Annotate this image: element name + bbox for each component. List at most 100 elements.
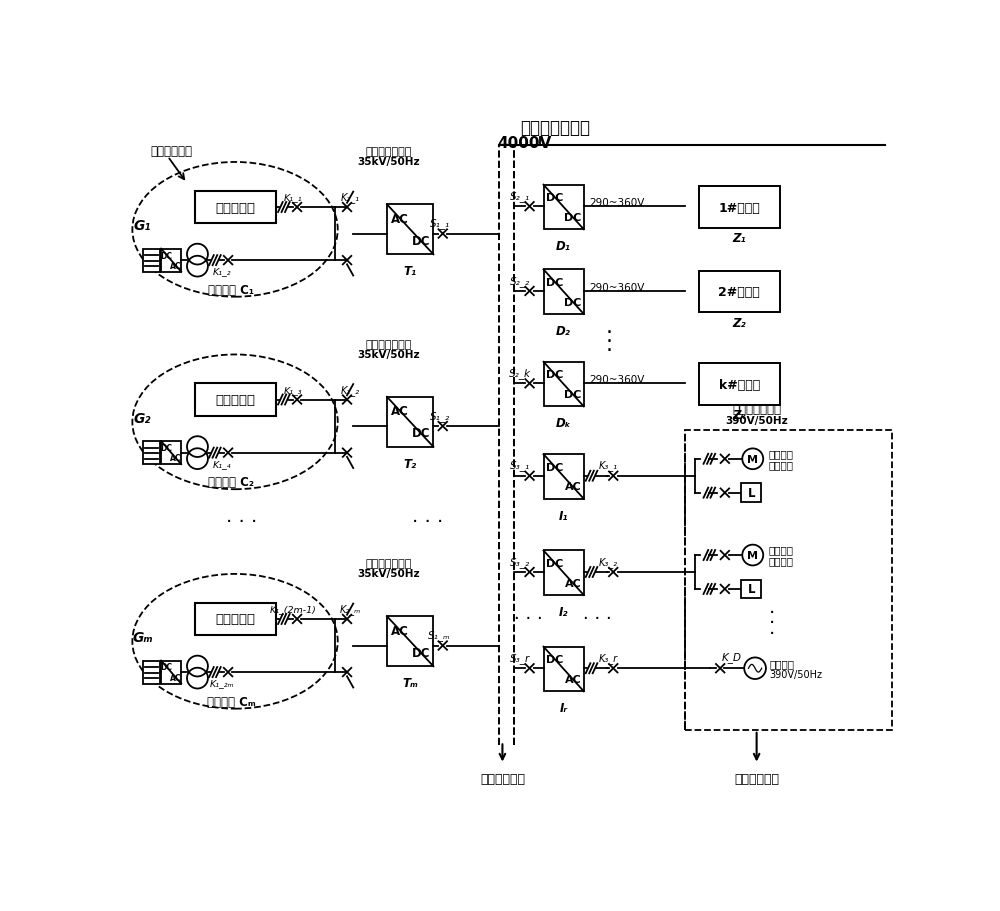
Text: T₁: T₁ xyxy=(404,265,417,278)
Bar xyxy=(143,442,160,465)
Text: · · ·: · · · xyxy=(226,513,257,532)
Text: 新能源场站: 新能源场站 xyxy=(215,201,255,214)
Text: K₂_₂: K₂_₂ xyxy=(341,384,360,395)
Text: 用电负载: 用电负载 xyxy=(768,556,793,566)
Bar xyxy=(387,397,433,447)
Text: K_D: K_D xyxy=(722,651,742,662)
Text: M: M xyxy=(747,455,758,465)
Text: 390V/50Hz: 390V/50Hz xyxy=(725,415,788,425)
Text: AC: AC xyxy=(565,482,581,492)
Text: DC: DC xyxy=(161,444,173,453)
Text: DC: DC xyxy=(412,427,430,440)
Text: · · ·: · · · xyxy=(583,609,612,628)
Text: Z₁: Z₁ xyxy=(732,232,746,245)
Text: T₂: T₂ xyxy=(404,457,417,470)
Bar xyxy=(544,270,584,314)
Bar xyxy=(161,250,181,272)
Bar xyxy=(698,271,780,313)
Bar xyxy=(544,186,584,230)
Bar xyxy=(544,551,584,596)
Text: DC: DC xyxy=(564,212,582,222)
Text: 低压交流网络: 低压交流网络 xyxy=(734,772,779,785)
Text: 中压直流配电板: 中压直流配电板 xyxy=(520,118,590,137)
Text: G₂: G₂ xyxy=(134,412,151,425)
Text: 中压交流子网: 中压交流子网 xyxy=(151,144,193,158)
Text: Gₘ: Gₘ xyxy=(132,630,153,645)
Text: ·: · xyxy=(606,341,613,361)
Text: S₃_₂: S₃_₂ xyxy=(510,556,530,567)
Text: AC: AC xyxy=(391,624,408,637)
Text: S₂_₁: S₂_₁ xyxy=(510,190,530,201)
Text: 1#电解槽: 1#电解槽 xyxy=(718,201,760,214)
Text: ·: · xyxy=(769,624,775,643)
Text: AC: AC xyxy=(391,404,408,418)
Bar xyxy=(387,205,433,255)
Text: 储能装置 C₁: 储能装置 C₁ xyxy=(208,283,254,297)
Text: AC: AC xyxy=(170,261,181,271)
Text: I₂: I₂ xyxy=(559,606,568,619)
Text: S₂_₂: S₂_₂ xyxy=(510,275,530,286)
Text: 中压交流配电板: 中压交流配电板 xyxy=(365,558,411,568)
Text: AC: AC xyxy=(391,212,408,226)
Text: M: M xyxy=(747,550,758,560)
Text: 储能装置 C₂: 储能装置 C₂ xyxy=(208,476,254,489)
Bar xyxy=(741,580,761,599)
Text: AC: AC xyxy=(170,673,181,682)
Text: 290~360V: 290~360V xyxy=(589,375,645,385)
Text: Dₖ: Dₖ xyxy=(556,417,571,430)
Text: 290~360V: 290~360V xyxy=(589,282,645,292)
Text: AC: AC xyxy=(565,578,581,588)
Text: K₂_₁: K₂_₁ xyxy=(341,192,360,203)
Text: S₃_r: S₃_r xyxy=(510,652,530,663)
Text: S₂_k: S₂_k xyxy=(509,368,531,379)
Text: · · ·: · · · xyxy=(412,513,443,532)
Text: 用电负载: 用电负载 xyxy=(768,460,793,470)
Text: Tₘ: Tₘ xyxy=(402,677,418,690)
Bar xyxy=(685,430,892,730)
Text: 35kV/50Hz: 35kV/50Hz xyxy=(357,157,420,167)
Text: DC: DC xyxy=(546,558,563,568)
Text: 中压直流主网: 中压直流主网 xyxy=(480,772,525,785)
Bar xyxy=(544,363,584,407)
Bar xyxy=(741,484,761,502)
Text: DC: DC xyxy=(564,297,582,307)
Bar xyxy=(544,455,584,499)
Bar xyxy=(161,442,181,465)
Text: DC: DC xyxy=(546,654,563,664)
Text: DC: DC xyxy=(412,235,430,248)
Text: S₁_ₘ: S₁_ₘ xyxy=(428,630,451,640)
Text: DC: DC xyxy=(161,663,173,671)
Text: K₂_ₘ: K₂_ₘ xyxy=(340,604,361,615)
Text: DC: DC xyxy=(412,646,430,659)
Text: ·: · xyxy=(769,603,775,622)
Text: 35kV/50Hz: 35kV/50Hz xyxy=(357,568,420,578)
Text: L: L xyxy=(747,583,755,596)
Text: 新能源场站: 新能源场站 xyxy=(215,613,255,626)
Text: AC: AC xyxy=(170,454,181,463)
Text: K₁_₂: K₁_₂ xyxy=(213,267,231,276)
Text: K₁_₄: K₁_₄ xyxy=(213,459,231,468)
Text: 中压交流配电板: 中压交流配电板 xyxy=(365,147,411,157)
Text: 中压交流配电板: 中压交流配电板 xyxy=(365,339,411,349)
Bar xyxy=(544,647,584,691)
Text: DC: DC xyxy=(161,251,173,261)
Text: · · ·: · · · xyxy=(514,609,542,628)
Text: G₁: G₁ xyxy=(134,220,151,233)
Text: K₃_₁: K₃_₁ xyxy=(599,460,618,471)
Bar xyxy=(698,187,780,229)
Text: ·: · xyxy=(606,322,613,343)
Text: 290~360V: 290~360V xyxy=(589,199,645,208)
Text: k#电解槽: k#电解槽 xyxy=(719,378,760,391)
Text: DC: DC xyxy=(564,390,582,400)
Text: 低压交流配电板: 低压交流配电板 xyxy=(732,403,781,415)
Bar xyxy=(143,250,160,272)
Bar xyxy=(161,660,181,684)
Text: S₃_₁: S₃_₁ xyxy=(510,460,530,471)
Text: 4000V: 4000V xyxy=(497,136,551,150)
Text: ·: · xyxy=(769,614,775,632)
Text: K₃_r: K₃_r xyxy=(599,652,618,663)
Text: 35kV/50Hz: 35kV/50Hz xyxy=(357,349,420,359)
Text: K₁_₁: K₁_₁ xyxy=(284,193,302,202)
Text: DC: DC xyxy=(546,193,563,203)
Text: ·: · xyxy=(606,332,613,352)
